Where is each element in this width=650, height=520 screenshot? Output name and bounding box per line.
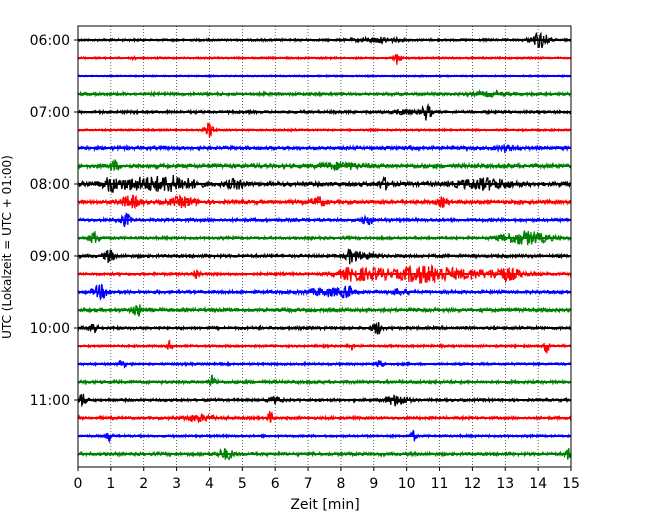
x-tick-label: 12 (463, 476, 481, 492)
trace-line (77, 54, 572, 65)
x-tick-label: 10 (398, 476, 416, 492)
trace-line (77, 193, 572, 210)
x-axis-ticks: 0 1 2 3 4 5 6 7 8 9 10 11 12 13 14 15 (74, 467, 580, 492)
x-tick-label: 6 (271, 476, 280, 492)
x-tick-label: 4 (205, 476, 214, 492)
y-tick-label: 09:00 (30, 249, 70, 265)
y-tick-label: 11:00 (30, 393, 70, 409)
y-axis-label: UTC (Lokalzeit = UTC + 01:00) (0, 155, 14, 339)
y-tick-label: 10:00 (30, 321, 70, 337)
trace-line (77, 410, 572, 424)
plot-frame (77, 25, 572, 468)
x-tick-label: 8 (336, 476, 345, 492)
x-tick-label: 0 (74, 476, 83, 492)
y-tick-label: 08:00 (30, 177, 70, 193)
y-axis-ticks: 06:00 07:00 08:00 09:00 10:00 11:00 (30, 33, 78, 409)
y-tick-label: 07:00 (30, 105, 70, 121)
x-tick-label: 14 (529, 476, 547, 492)
x-tick-label: 13 (496, 476, 514, 492)
seismic-traces (77, 31, 572, 461)
x-axis-label: Zeit [min] (290, 497, 359, 513)
y-tick-label: 06:00 (30, 33, 70, 49)
x-tick-label: 15 (562, 476, 580, 492)
x-tick-label: 3 (172, 476, 181, 492)
trace-line (77, 374, 572, 387)
x-tick-label: 9 (369, 476, 378, 492)
x-tick-label: 11 (431, 476, 449, 492)
x-tick-label: 2 (139, 476, 148, 492)
axes-frame (77, 25, 572, 468)
x-tick-label: 1 (106, 476, 115, 492)
x-tick-label: 5 (238, 476, 247, 492)
x-tick-label: 7 (304, 476, 313, 492)
